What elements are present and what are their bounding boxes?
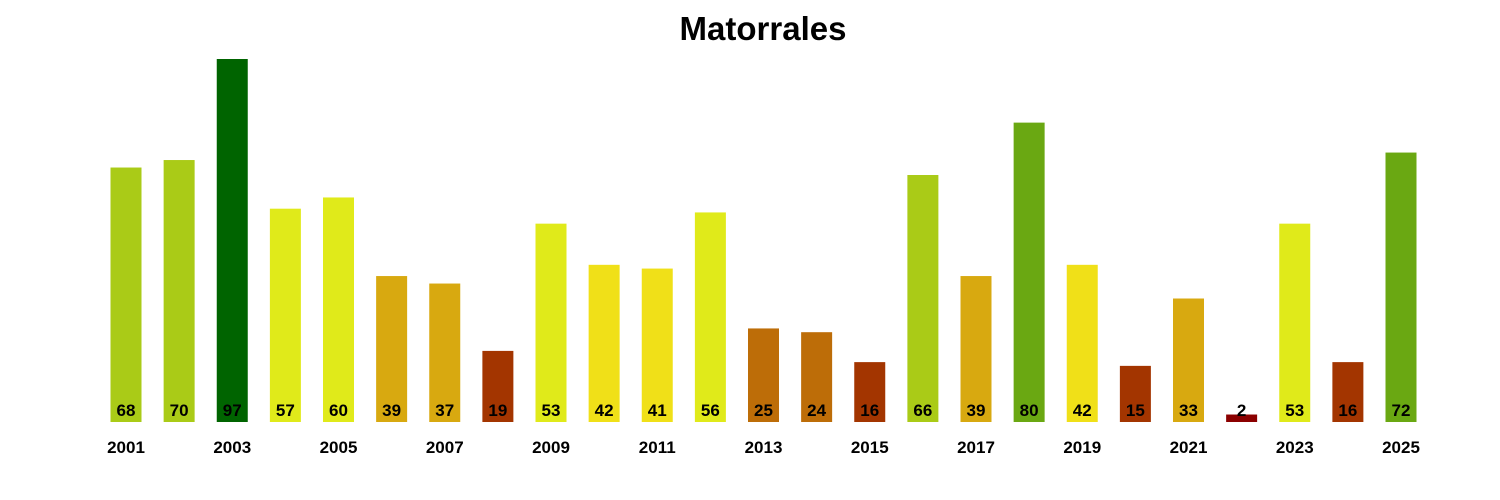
value-label-2004: 57	[276, 401, 295, 420]
value-label-2006: 39	[382, 401, 401, 420]
x-tick-label-2001: 2001	[107, 438, 145, 457]
x-tick-label-2017: 2017	[957, 438, 995, 457]
bar-2024	[1332, 362, 1364, 422]
bar-2015	[854, 362, 886, 422]
value-label-2009: 53	[542, 401, 561, 420]
bar-2014	[801, 332, 833, 422]
bar-2002	[163, 160, 195, 423]
value-label-2017: 39	[967, 401, 986, 420]
value-label-2001: 68	[117, 401, 136, 420]
bar-2023	[1279, 223, 1311, 422]
value-label-2018: 80	[1020, 401, 1039, 420]
bar-2020	[1119, 365, 1151, 422]
value-label-2003: 97	[223, 401, 242, 420]
x-tick-label-2003: 2003	[213, 438, 251, 457]
bar-2017	[960, 276, 992, 422]
value-label-2020: 15	[1126, 401, 1145, 420]
value-label-2024: 16	[1338, 401, 1357, 420]
bar-2019	[1066, 264, 1098, 422]
value-label-2014: 24	[807, 401, 826, 420]
bar-2012	[694, 212, 726, 422]
bar-2003	[216, 59, 248, 422]
x-tick-label-2015: 2015	[851, 438, 889, 457]
value-labels-layer: 68 70 97 57 60 39 37 19 53 42 41 56 25 24 16 66 39 80 42 15…	[117, 401, 1411, 420]
value-label-2021: 33	[1179, 401, 1198, 420]
value-label-2015: 16	[860, 401, 879, 420]
x-tick-label-2023: 2023	[1276, 438, 1314, 457]
bar-2018	[1013, 122, 1045, 423]
value-label-2002: 70	[170, 401, 189, 420]
x-tick-label-2007: 2007	[426, 438, 464, 457]
x-tick-label-2009: 2009	[532, 438, 570, 457]
value-label-2013: 25	[754, 401, 773, 420]
value-label-2022: 2	[1237, 401, 1246, 420]
value-label-2008: 19	[488, 401, 507, 420]
value-label-2012: 56	[701, 401, 720, 420]
bar-2011	[641, 268, 673, 422]
x-tick-label-2013: 2013	[745, 438, 783, 457]
bar-2008	[482, 350, 514, 422]
bar-2013	[748, 328, 779, 422]
bar-2021	[1173, 298, 1204, 422]
bar-2016	[907, 175, 939, 422]
x-tick-label-2011: 2011	[639, 438, 676, 457]
bar-2006	[376, 276, 408, 422]
bar-2007	[429, 283, 461, 422]
value-label-2023: 53	[1285, 401, 1304, 420]
bar-2004	[269, 208, 301, 422]
value-label-2025: 72	[1392, 401, 1411, 420]
bars-layer	[110, 59, 1417, 423]
value-label-2011: 41	[648, 401, 667, 420]
bar-2005	[323, 197, 354, 422]
value-label-2005: 60	[329, 401, 348, 420]
bar-2025	[1385, 152, 1417, 422]
bar-2010	[588, 264, 620, 422]
x-tick-label-2025: 2025	[1382, 438, 1420, 457]
bar-2009	[535, 223, 567, 422]
bar-2022	[1226, 414, 1258, 422]
value-label-2016: 66	[913, 401, 932, 420]
x-tick-label-2019: 2019	[1063, 438, 1101, 457]
value-label-2019: 42	[1073, 401, 1092, 420]
value-label-2007: 37	[435, 401, 454, 420]
chart-title: Matorrales	[679, 10, 847, 47]
x-tick-label-2021: 2021	[1170, 438, 1208, 457]
bar-2001	[110, 167, 142, 422]
value-label-2010: 42	[595, 401, 614, 420]
x-axis-tick-labels: 2001 2003 2005 2007 2009 2011 2013 2015 2017 2019…	[107, 438, 1420, 457]
x-tick-label-2005: 2005	[320, 438, 358, 457]
